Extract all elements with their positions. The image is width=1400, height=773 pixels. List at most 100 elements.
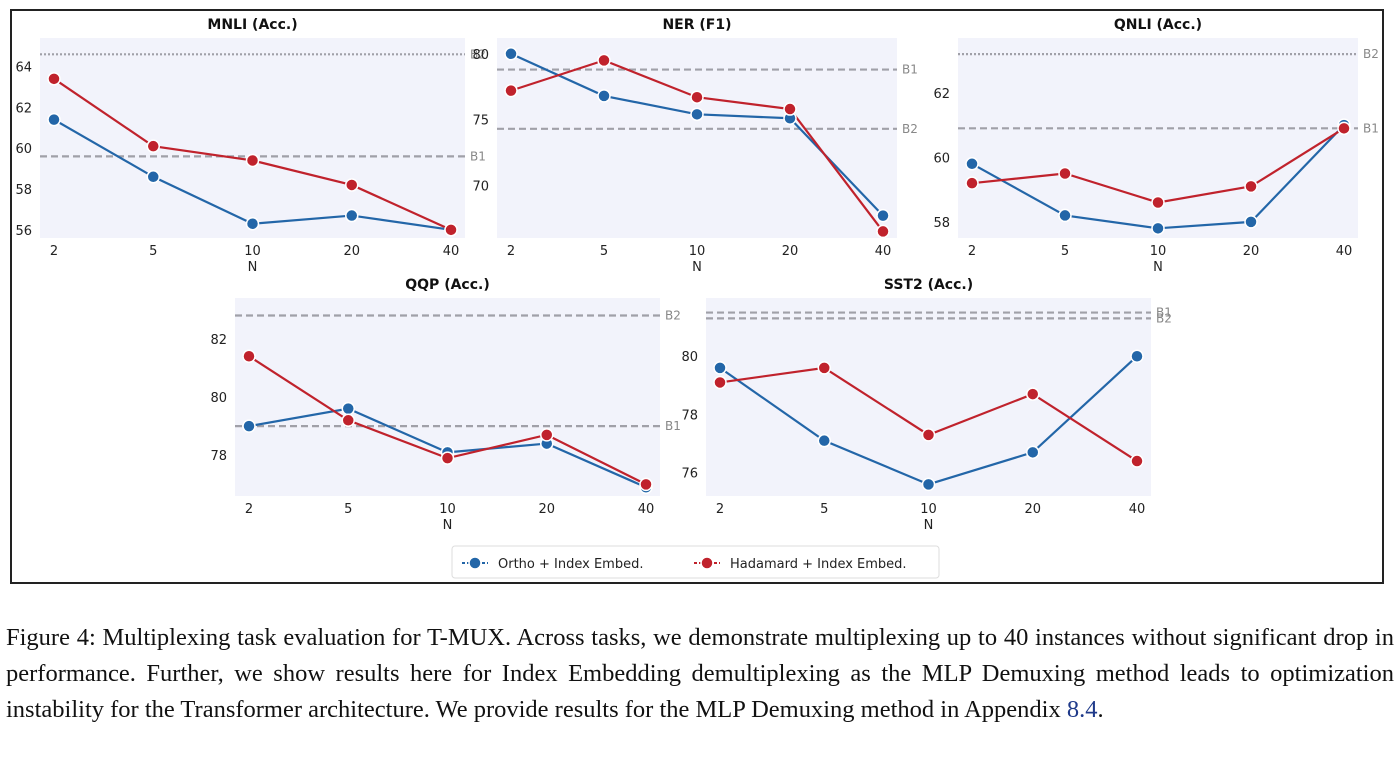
hadamard-data-point xyxy=(639,477,653,492)
hadamard-data-point xyxy=(444,223,458,237)
y-tick-label: 80 xyxy=(472,48,489,63)
plot-area xyxy=(497,38,897,238)
hadamard-data-point xyxy=(540,428,554,442)
caption-text-2: instances without significant drop in pe… xyxy=(6,624,1394,723)
x-axis-label: N xyxy=(443,518,453,533)
legend-hadamard-label: Hadamard + Index Embed. xyxy=(730,557,907,572)
y-tick-label: 76 xyxy=(681,467,698,482)
hadamard-data-point xyxy=(1026,387,1040,401)
ortho-data-point xyxy=(1130,349,1144,363)
x-tick-label: 5 xyxy=(600,244,608,259)
x-tick-label: 2 xyxy=(716,502,724,517)
y-tick-label: 60 xyxy=(933,151,950,166)
x-tick-label: 40 xyxy=(1336,244,1353,259)
x-tick-label: 20 xyxy=(1243,244,1260,259)
x-tick-label: 10 xyxy=(439,502,456,517)
ortho-data-point xyxy=(245,216,260,231)
y-tick-label: 56 xyxy=(15,224,32,239)
x-tick-label: 40 xyxy=(1129,502,1146,517)
hadamard-data-point xyxy=(341,413,355,428)
chart-panel-mnli: MNLI (Acc.) 56 58 60 62 64 2 5 10 20 40 N B2 B1 xyxy=(15,17,485,275)
y-tick-label: 80 xyxy=(681,350,698,365)
y-tick-label: 60 xyxy=(15,142,32,157)
y-tick-label: 58 xyxy=(15,183,32,198)
hadamard-data-point xyxy=(690,90,704,104)
legend-hadamard-marker xyxy=(700,556,714,570)
hadamard-data-point xyxy=(713,375,727,390)
hadamard-data-point xyxy=(440,451,455,465)
ortho-data-point xyxy=(1244,215,1258,229)
ortho-data-point xyxy=(921,477,936,492)
ortho-data-point xyxy=(146,170,160,184)
hadamard-data-point xyxy=(1337,121,1351,136)
hadamard-data-point xyxy=(245,153,260,168)
x-axis-label: N xyxy=(692,260,702,275)
chart-panel-ner: NER (F1) 70 75 80 2 5 10 20 40 N B1 B2 xyxy=(472,17,917,275)
x-tick-label: 10 xyxy=(244,244,261,259)
x-tick-label: 5 xyxy=(149,244,157,259)
baseline-b1-label: B1 xyxy=(470,149,486,163)
chart-title: SST2 (Acc.) xyxy=(884,277,973,293)
x-axis-label: N xyxy=(248,260,258,275)
caption-label: Figure 4: xyxy=(6,624,96,651)
x-tick-label: 10 xyxy=(920,502,937,517)
ortho-data-point xyxy=(713,361,727,375)
hadamard-data-point xyxy=(1244,179,1258,194)
x-tick-label: 20 xyxy=(1024,502,1041,517)
ortho-data-point xyxy=(690,107,704,122)
baseline-b1-label: B1 xyxy=(665,419,681,433)
ortho-data-point xyxy=(597,89,611,103)
x-tick-label: 10 xyxy=(689,244,706,259)
baseline-b2-label: B2 xyxy=(1156,311,1172,325)
x-tick-label: 40 xyxy=(638,502,655,517)
x-tick-label: 5 xyxy=(1061,244,1069,259)
ortho-data-point xyxy=(341,401,355,416)
hadamard-data-point xyxy=(817,361,831,375)
figure-caption: Figure 4: Multiplexing task evaluation f… xyxy=(6,620,1394,728)
legend-ortho-label: Ortho + Index Embed. xyxy=(498,557,643,572)
caption-number: 40 xyxy=(1003,624,1029,651)
ortho-data-point xyxy=(817,433,831,448)
ortho-data-point xyxy=(345,208,359,223)
y-tick-label: 64 xyxy=(15,61,32,76)
hadamard-data-point xyxy=(47,72,61,86)
y-tick-label: 75 xyxy=(472,114,489,129)
plot-area xyxy=(706,298,1151,496)
chart-title: MNLI (Acc.) xyxy=(207,17,297,33)
ortho-data-point xyxy=(242,419,256,433)
ortho-data-point xyxy=(47,112,61,127)
y-tick-label: 80 xyxy=(210,391,227,406)
baseline-b1-label: B1 xyxy=(1156,306,1172,320)
baseline-b1-label: B1 xyxy=(1363,121,1379,135)
hadamard-data-point xyxy=(965,176,979,190)
x-tick-label: 40 xyxy=(443,244,460,259)
ortho-data-point xyxy=(1151,221,1165,236)
appendix-reference-link[interactable]: 8.4 xyxy=(1066,696,1098,723)
hadamard-data-point xyxy=(597,53,611,68)
chart-panel-qqp: QQP (Acc.) 78 80 82 2 5 10 20 40 N B2 B1 xyxy=(210,277,680,533)
hadamard-data-point xyxy=(146,139,160,153)
legend: Ortho + Index Embed. Hadamard + Index Emb… xyxy=(451,545,940,579)
hadamard-data-point xyxy=(345,178,359,192)
ortho-data-point xyxy=(504,47,518,61)
y-tick-label: 62 xyxy=(15,101,32,116)
x-tick-label: 2 xyxy=(507,244,515,259)
x-tick-label: 5 xyxy=(820,502,828,517)
chart-title: NER (F1) xyxy=(662,17,731,33)
hadamard-data-point xyxy=(876,224,890,239)
x-tick-label: 40 xyxy=(875,244,892,259)
y-tick-label: 70 xyxy=(472,179,489,194)
hadamard-data-point xyxy=(1151,195,1165,210)
caption-text-1: Multiplexing task evaluation for T-MUX. … xyxy=(95,624,1004,651)
baseline-b2-label: B2 xyxy=(902,122,918,136)
x-tick-label: 2 xyxy=(968,244,976,259)
ortho-data-point xyxy=(876,208,890,223)
hadamard-data-point xyxy=(242,349,256,363)
x-tick-label: 2 xyxy=(50,244,58,259)
x-tick-label: 20 xyxy=(343,244,360,259)
ortho-data-point xyxy=(965,157,979,171)
chart-title: QQP (Acc.) xyxy=(405,277,490,293)
x-tick-label: 2 xyxy=(245,502,253,517)
chart-panel-qnli: QNLI (Acc.) 58 60 62 2 5 10 20 40 N B2 B1 xyxy=(933,17,1378,275)
